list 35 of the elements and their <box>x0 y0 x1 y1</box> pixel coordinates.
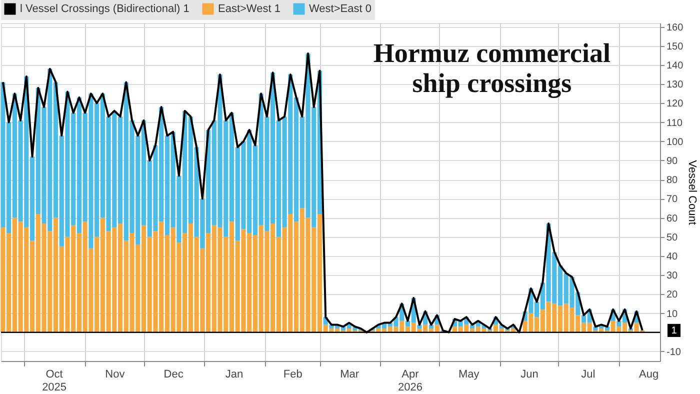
y-tick-label: 40 <box>666 251 678 262</box>
y-tick-label: 130 <box>666 80 684 91</box>
x-tick-label: Aug <box>638 368 659 380</box>
y-tick-label: 110 <box>666 118 683 129</box>
text: Hormuz commercial ship crossings <box>373 38 612 98</box>
x-tick-label: Mar <box>340 368 360 380</box>
y-tick-label: 70 <box>666 194 678 206</box>
y-tick-label: 120 <box>666 98 684 110</box>
x-tick-label: Jun <box>520 368 538 380</box>
y-tick-label: 90 <box>666 156 678 167</box>
x-tick-label: Feb <box>283 368 302 380</box>
x-tick-label: Dec <box>164 368 184 380</box>
y-tick-label: 50 <box>666 232 678 244</box>
y-tick-label: 80 <box>666 175 678 186</box>
y-tick-label: 150 <box>666 41 684 52</box>
x-tick-label: Apr 2026 <box>398 368 422 394</box>
legend-label: l Vessel Crossings (Bidirectional) 1 <box>20 3 190 15</box>
x-tick-label: Oct 2025 <box>42 368 67 394</box>
x-tick-label: Jul <box>581 368 596 380</box>
y-tick-label: 60 <box>666 213 678 224</box>
y-tick-label: 160 <box>666 22 684 34</box>
text: 1 <box>671 325 678 336</box>
x-tick-label: Jan <box>225 368 244 380</box>
y-tick-label: 100 <box>666 136 684 148</box>
y-tick-label: 140 <box>666 60 684 72</box>
legend-label: East>West 1 <box>218 3 280 15</box>
y-tick-label: 10 <box>666 308 678 320</box>
y-tick-label: 30 <box>666 270 678 282</box>
legend-label: West>East 0 <box>309 3 372 15</box>
y-axis-title: Vessel Count <box>686 160 698 225</box>
y-tick-label: -10 <box>666 346 682 358</box>
x-tick-label: May <box>458 368 480 380</box>
y-tick-label: 20 <box>666 290 678 301</box>
x-tick-label: Nov <box>105 368 126 380</box>
bar <box>417 324 422 329</box>
